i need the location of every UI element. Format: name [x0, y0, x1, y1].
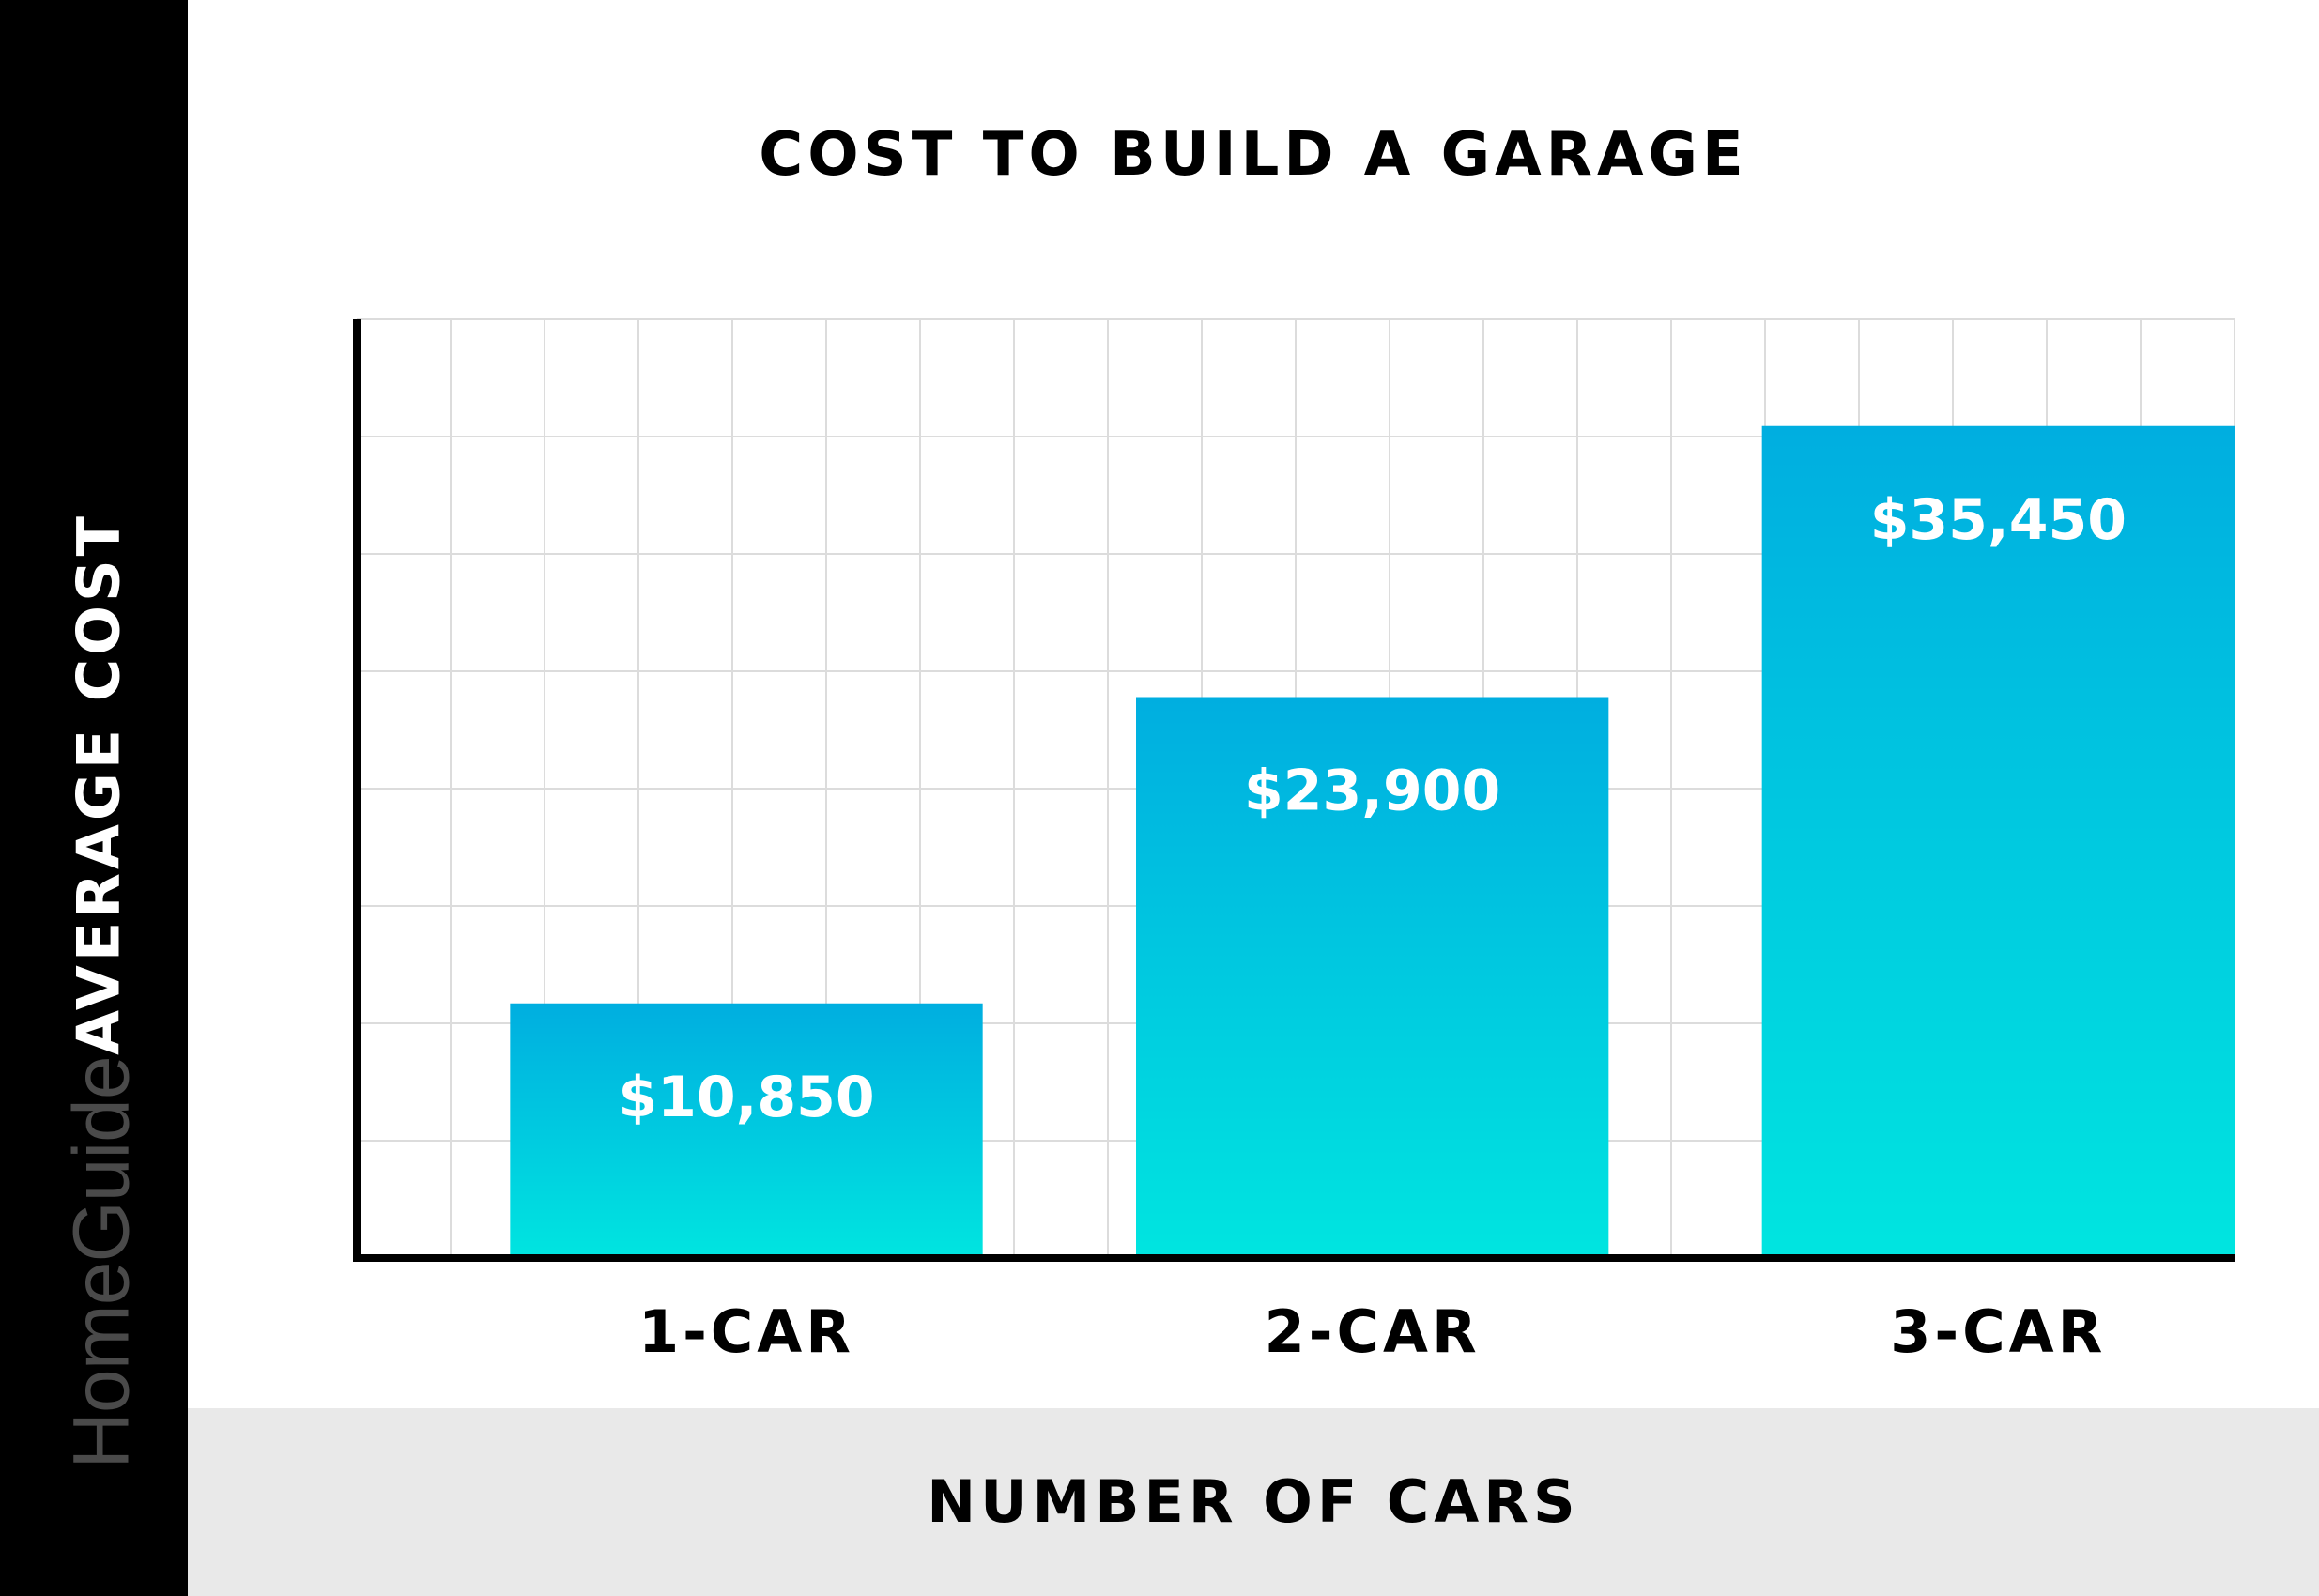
category-label: 3-CAR — [1890, 1297, 2106, 1366]
category-label: 1-CAR — [638, 1297, 854, 1366]
bar-value-label: $23,900 — [1244, 759, 1500, 824]
footer: NUMBER OF CARS — [188, 1408, 2319, 1596]
bar-2 — [1136, 697, 1609, 1258]
bar-1 — [510, 1003, 983, 1258]
bars — [510, 425, 2235, 1258]
bar-3 — [1761, 425, 2235, 1258]
axes — [353, 319, 2235, 1262]
labels: $10,850 1-CAR $23,900 2-CAR $35,450 3-CAR — [618, 487, 2127, 1366]
bar-chart: $10,850 1-CAR $23,900 2-CAR $35,450 3-CAR — [353, 318, 2235, 1366]
x-axis-label: NUMBER OF CARS — [927, 1467, 1580, 1536]
bar-value-label: $10,850 — [618, 1065, 874, 1130]
bar-value-label: $35,450 — [1870, 487, 2127, 553]
category-label: 2-CAR — [1265, 1297, 1481, 1366]
chart-title: COST TO BUILD A GARAGE — [759, 120, 1748, 190]
sidebar: AVERAGE COST HomeGuide — [0, 0, 188, 1596]
